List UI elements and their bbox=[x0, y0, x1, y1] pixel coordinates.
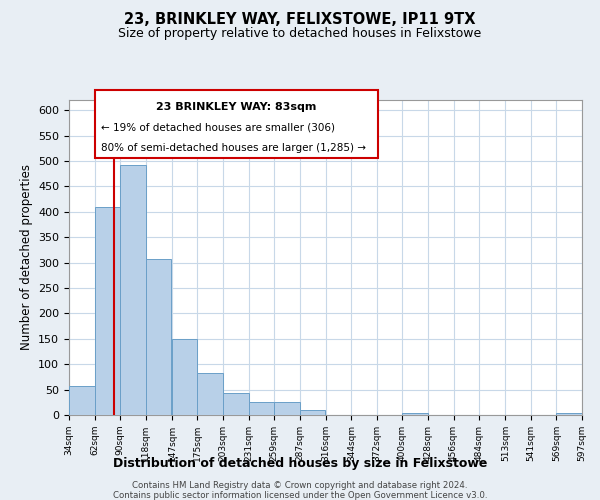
Y-axis label: Number of detached properties: Number of detached properties bbox=[20, 164, 32, 350]
Bar bbox=[274, 402, 299, 415]
Bar bbox=[120, 164, 146, 415]
Bar bbox=[223, 392, 248, 415]
Bar bbox=[248, 402, 274, 415]
Text: ← 19% of detached houses are smaller (306): ← 19% of detached houses are smaller (30… bbox=[101, 123, 335, 133]
Text: Size of property relative to detached houses in Felixstowe: Size of property relative to detached ho… bbox=[118, 28, 482, 40]
Bar bbox=[95, 206, 120, 415]
Bar bbox=[146, 259, 171, 415]
Text: 23 BRINKLEY WAY: 83sqm: 23 BRINKLEY WAY: 83sqm bbox=[157, 102, 317, 113]
FancyBboxPatch shape bbox=[95, 90, 378, 158]
Text: Distribution of detached houses by size in Felixstowe: Distribution of detached houses by size … bbox=[113, 458, 487, 470]
Bar bbox=[299, 410, 325, 415]
Bar bbox=[403, 414, 428, 415]
Bar bbox=[197, 374, 223, 415]
Text: 80% of semi-detached houses are larger (1,285) →: 80% of semi-detached houses are larger (… bbox=[101, 144, 365, 154]
Text: Contains HM Land Registry data © Crown copyright and database right 2024.: Contains HM Land Registry data © Crown c… bbox=[132, 481, 468, 490]
Bar bbox=[172, 339, 197, 415]
Text: Contains public sector information licensed under the Open Government Licence v3: Contains public sector information licen… bbox=[113, 491, 487, 500]
Text: 23, BRINKLEY WAY, FELIXSTOWE, IP11 9TX: 23, BRINKLEY WAY, FELIXSTOWE, IP11 9TX bbox=[124, 12, 476, 28]
Bar bbox=[69, 386, 95, 415]
Bar bbox=[556, 414, 582, 415]
